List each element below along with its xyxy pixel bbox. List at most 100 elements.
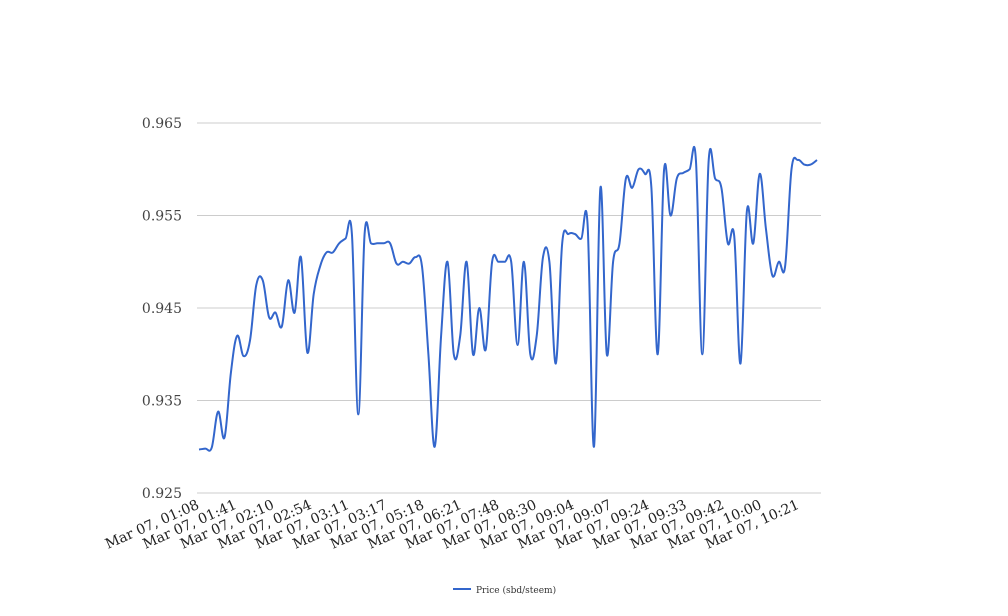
- data-point[interactable]: [343, 236, 349, 242]
- data-point[interactable]: [285, 277, 291, 283]
- data-point[interactable]: [661, 166, 667, 172]
- data-point[interactable]: [464, 259, 470, 265]
- data-point[interactable]: [578, 236, 584, 242]
- data-point[interactable]: [228, 370, 234, 376]
- data-point[interactable]: [636, 166, 642, 172]
- data-point[interactable]: [196, 447, 202, 453]
- data-point[interactable]: [617, 240, 623, 246]
- data-point[interactable]: [782, 263, 788, 269]
- data-point[interactable]: [585, 222, 591, 228]
- data-point[interactable]: [763, 226, 769, 232]
- data-point[interactable]: [668, 213, 674, 219]
- data-point[interactable]: [789, 166, 795, 172]
- data-point[interactable]: [731, 233, 737, 239]
- data-point[interactable]: [534, 333, 540, 339]
- data-point[interactable]: [438, 333, 444, 339]
- data-point[interactable]: [400, 259, 406, 265]
- data-point[interactable]: [540, 254, 546, 260]
- data-point[interactable]: [750, 240, 756, 246]
- data-point[interactable]: [591, 444, 597, 450]
- data-point[interactable]: [394, 261, 400, 267]
- data-point[interactable]: [279, 324, 285, 330]
- data-point[interactable]: [323, 250, 329, 256]
- data-point[interactable]: [604, 351, 610, 357]
- data-point[interactable]: [425, 351, 431, 357]
- data-point[interactable]: [489, 259, 495, 265]
- data-point[interactable]: [413, 254, 419, 260]
- data-point[interactable]: [706, 157, 712, 163]
- data-point[interactable]: [680, 170, 686, 176]
- data-point[interactable]: [387, 240, 393, 246]
- data-point[interactable]: [508, 259, 514, 265]
- data-point[interactable]: [432, 444, 438, 450]
- data-point[interactable]: [457, 333, 463, 339]
- data-point[interactable]: [527, 351, 533, 357]
- data-point[interactable]: [559, 240, 565, 246]
- data-point[interactable]: [445, 259, 451, 265]
- data-point[interactable]: [648, 185, 654, 191]
- data-point[interactable]: [699, 351, 705, 357]
- data-point[interactable]: [253, 282, 259, 288]
- data-point[interactable]: [712, 176, 718, 182]
- data-point[interactable]: [381, 240, 387, 246]
- data-point[interactable]: [693, 157, 699, 163]
- data-point[interactable]: [674, 176, 680, 182]
- data-point[interactable]: [808, 162, 814, 168]
- data-point[interactable]: [718, 185, 724, 191]
- data-point[interactable]: [451, 351, 457, 357]
- data-point[interactable]: [769, 273, 775, 279]
- data-point[interactable]: [623, 176, 629, 182]
- data-point[interactable]: [311, 291, 317, 297]
- data-point[interactable]: [374, 240, 380, 246]
- data-point[interactable]: [572, 231, 578, 237]
- legend[interactable]: Price (sbd/steem): [453, 585, 556, 596]
- data-point[interactable]: [642, 171, 648, 177]
- data-point[interactable]: [483, 347, 489, 353]
- data-point[interactable]: [610, 259, 616, 265]
- data-point[interactable]: [502, 259, 508, 265]
- data-point[interactable]: [566, 231, 572, 237]
- data-point[interactable]: [470, 351, 476, 357]
- data-point[interactable]: [317, 263, 323, 269]
- data-point[interactable]: [336, 240, 342, 246]
- data-point[interactable]: [776, 259, 782, 265]
- data-point[interactable]: [260, 277, 266, 283]
- data-point[interactable]: [725, 240, 731, 246]
- data-point[interactable]: [247, 337, 253, 343]
- data-point[interactable]: [515, 342, 521, 348]
- data-point[interactable]: [629, 185, 635, 191]
- data-point[interactable]: [521, 259, 527, 265]
- data-point[interactable]: [406, 261, 412, 267]
- data-point[interactable]: [292, 310, 298, 316]
- data-point[interactable]: [362, 231, 368, 237]
- data-point[interactable]: [202, 446, 208, 452]
- data-point[interactable]: [687, 166, 693, 172]
- data-point[interactable]: [744, 208, 750, 214]
- data-point[interactable]: [757, 171, 763, 177]
- data-point[interactable]: [597, 185, 603, 191]
- data-point[interactable]: [234, 333, 240, 339]
- data-point[interactable]: [801, 162, 807, 168]
- data-point[interactable]: [266, 314, 272, 320]
- data-point[interactable]: [209, 445, 215, 451]
- data-point[interactable]: [273, 310, 279, 316]
- data-point[interactable]: [368, 240, 374, 246]
- data-point[interactable]: [795, 157, 801, 163]
- data-point[interactable]: [553, 361, 559, 367]
- data-point[interactable]: [241, 353, 247, 359]
- data-point[interactable]: [655, 351, 661, 357]
- data-point[interactable]: [298, 254, 304, 260]
- data-point[interactable]: [546, 259, 552, 265]
- data-point[interactable]: [355, 411, 361, 417]
- data-point[interactable]: [814, 157, 820, 163]
- data-point[interactable]: [419, 263, 425, 269]
- data-point[interactable]: [330, 250, 336, 256]
- data-point[interactable]: [349, 231, 355, 237]
- data-point[interactable]: [476, 305, 482, 311]
- data-point[interactable]: [738, 361, 744, 367]
- data-point[interactable]: [304, 349, 310, 355]
- data-point[interactable]: [495, 259, 501, 265]
- series-line-price[interactable]: [198, 146, 818, 452]
- data-point[interactable]: [215, 409, 221, 415]
- data-point[interactable]: [222, 435, 228, 441]
